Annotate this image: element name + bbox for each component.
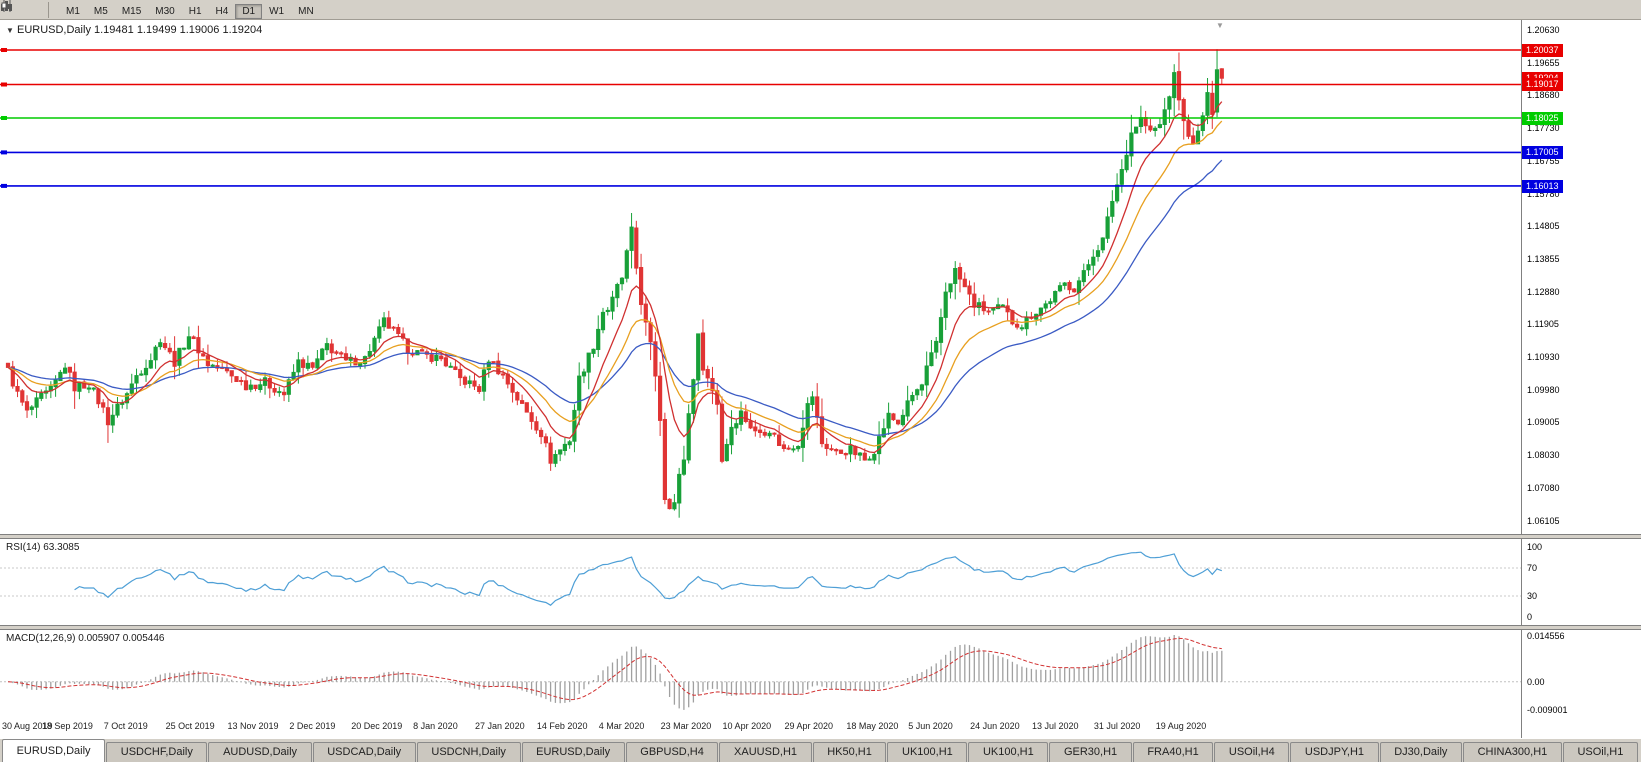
chart-tab[interactable]: UK100,H1: [887, 742, 968, 762]
date-axis-label: 18 Sep 2019: [41, 721, 93, 731]
date-axis-label: 2 Dec 2019: [289, 721, 336, 731]
chart-tab[interactable]: GBPUSD,H4: [625, 742, 719, 762]
panel-separator[interactable]: [0, 625, 1641, 630]
chart-tab[interactable]: AUDUSD,Daily: [208, 742, 312, 762]
rsi-label: RSI(14) 63.3085: [6, 542, 80, 553]
date-axis-label: 31 Jul 2020: [1093, 721, 1141, 731]
chart-tab[interactable]: USDJPY,H1: [1290, 742, 1379, 762]
timeframe-button-M1[interactable]: M1: [59, 3, 87, 19]
toolbar-separator: [48, 1, 55, 18]
chart-tab[interactable]: USOil,H4: [1214, 742, 1290, 762]
date-axis-label: 5 Jun 2020: [908, 721, 953, 731]
date-axis-label: 7 Oct 2019: [103, 721, 148, 731]
chart-tab[interactable]: CHINA300,H1: [1462, 742, 1562, 762]
date-axis-label: 14 Feb 2020: [536, 721, 588, 731]
panel-separator[interactable]: [0, 534, 1641, 539]
timeframe-button-M5[interactable]: M5: [86, 3, 115, 19]
candlestick-chart-icon[interactable]: [1, 0, 45, 19]
date-axis-label: 13 Nov 2019: [227, 721, 279, 731]
chart-tabs-bar: EURUSD,Daily USDCHF,Daily AUDUSD,Daily USDC…: [0, 738, 1641, 762]
chart-tab[interactable]: USOil,H1: [1562, 742, 1638, 762]
rsi-indicator-panel[interactable]: RSI(14) 63.3085: [0, 539, 1641, 625]
chart-window[interactable]: ▼ RSI(14) 63.3085 MACD(12,26,9) 0.005907…: [0, 20, 1641, 738]
timeframe-button-D1[interactable]: D1: [235, 3, 263, 19]
timeframe-buttons: M1 M5 M15 M30 H1 H4 D1 W1 MN: [59, 1, 321, 19]
price-axis-border: [1521, 20, 1522, 738]
date-axis-label: 23 Mar 2020: [660, 721, 712, 731]
date-axis-label: 30 Aug 2019: [2, 721, 53, 731]
timeframe-button-H4[interactable]: H4: [208, 3, 236, 19]
chart-tab[interactable]: GER30,H1: [1049, 742, 1132, 762]
date-axis-label: 13 Jul 2020: [1031, 721, 1079, 731]
timeframe-button-M15[interactable]: M15: [114, 3, 149, 19]
chart-tab[interactable]: EURUSD,Daily: [521, 742, 625, 762]
timeframe-button-H1[interactable]: H1: [181, 3, 209, 19]
date-axis-label: 18 May 2020: [846, 721, 899, 731]
chart-tab[interactable]: USDCHF,Daily: [106, 742, 208, 762]
price-chart-panel[interactable]: ▼: [0, 20, 1641, 534]
chart-tab[interactable]: XAUUSD,H1: [719, 742, 812, 762]
chart-tab[interactable]: FRA40,H1: [1132, 742, 1214, 762]
chart-header: ▼ EURUSD,Daily 1.19481 1.19499 1.19006 1…: [6, 24, 262, 36]
date-axis-label: 4 Mar 2020: [598, 721, 645, 731]
chart-tab[interactable]: USDCNH,Daily: [416, 742, 521, 762]
date-axis-label: 25 Oct 2019: [165, 721, 215, 731]
date-axis-label: 8 Jan 2020: [413, 721, 458, 731]
date-axis: 30 Aug 2019 18 Sep 2019 7 Oct 2019 25 Oct 2…: [0, 716, 1641, 738]
chart-shift-marker-icon[interactable]: ▼: [1216, 21, 1224, 30]
chart-tab[interactable]: HK50,H1: [812, 742, 887, 762]
symbol-dropdown-icon[interactable]: ▼: [6, 26, 14, 35]
chart-tab[interactable]: DJ30,Daily: [1379, 742, 1462, 762]
chart-tab[interactable]: UK100,H1: [968, 742, 1049, 762]
date-axis-label: 19 Aug 2020: [1155, 721, 1207, 731]
date-axis-label: 29 Apr 2020: [784, 721, 833, 731]
timeframe-button-W1[interactable]: W1: [262, 3, 292, 19]
macd-label: MACD(12,26,9) 0.005907 0.005446: [6, 633, 165, 644]
date-axis-label: 10 Apr 2020: [722, 721, 772, 731]
macd-indicator-panel[interactable]: MACD(12,26,9) 0.005907 0.005446: [0, 630, 1641, 716]
date-axis-label: 27 Jan 2020: [475, 721, 525, 731]
timeframe-button-MN[interactable]: MN: [291, 3, 321, 19]
chart-tab[interactable]: USDCAD,Daily: [312, 742, 416, 762]
date-axis-label: 20 Dec 2019: [351, 721, 403, 731]
date-axis-label: 24 Jun 2020: [970, 721, 1020, 731]
chart-tab[interactable]: EURUSD,Daily: [2, 739, 106, 762]
timeframe-button-M30[interactable]: M30: [148, 3, 182, 19]
timeframe-toolbar: M1 M5 M15 M30 H1 H4 D1 W1 MN: [0, 0, 1641, 20]
chart-ohlc-label: EURUSD,Daily 1.19481 1.19499 1.19006 1.1…: [16, 24, 263, 36]
